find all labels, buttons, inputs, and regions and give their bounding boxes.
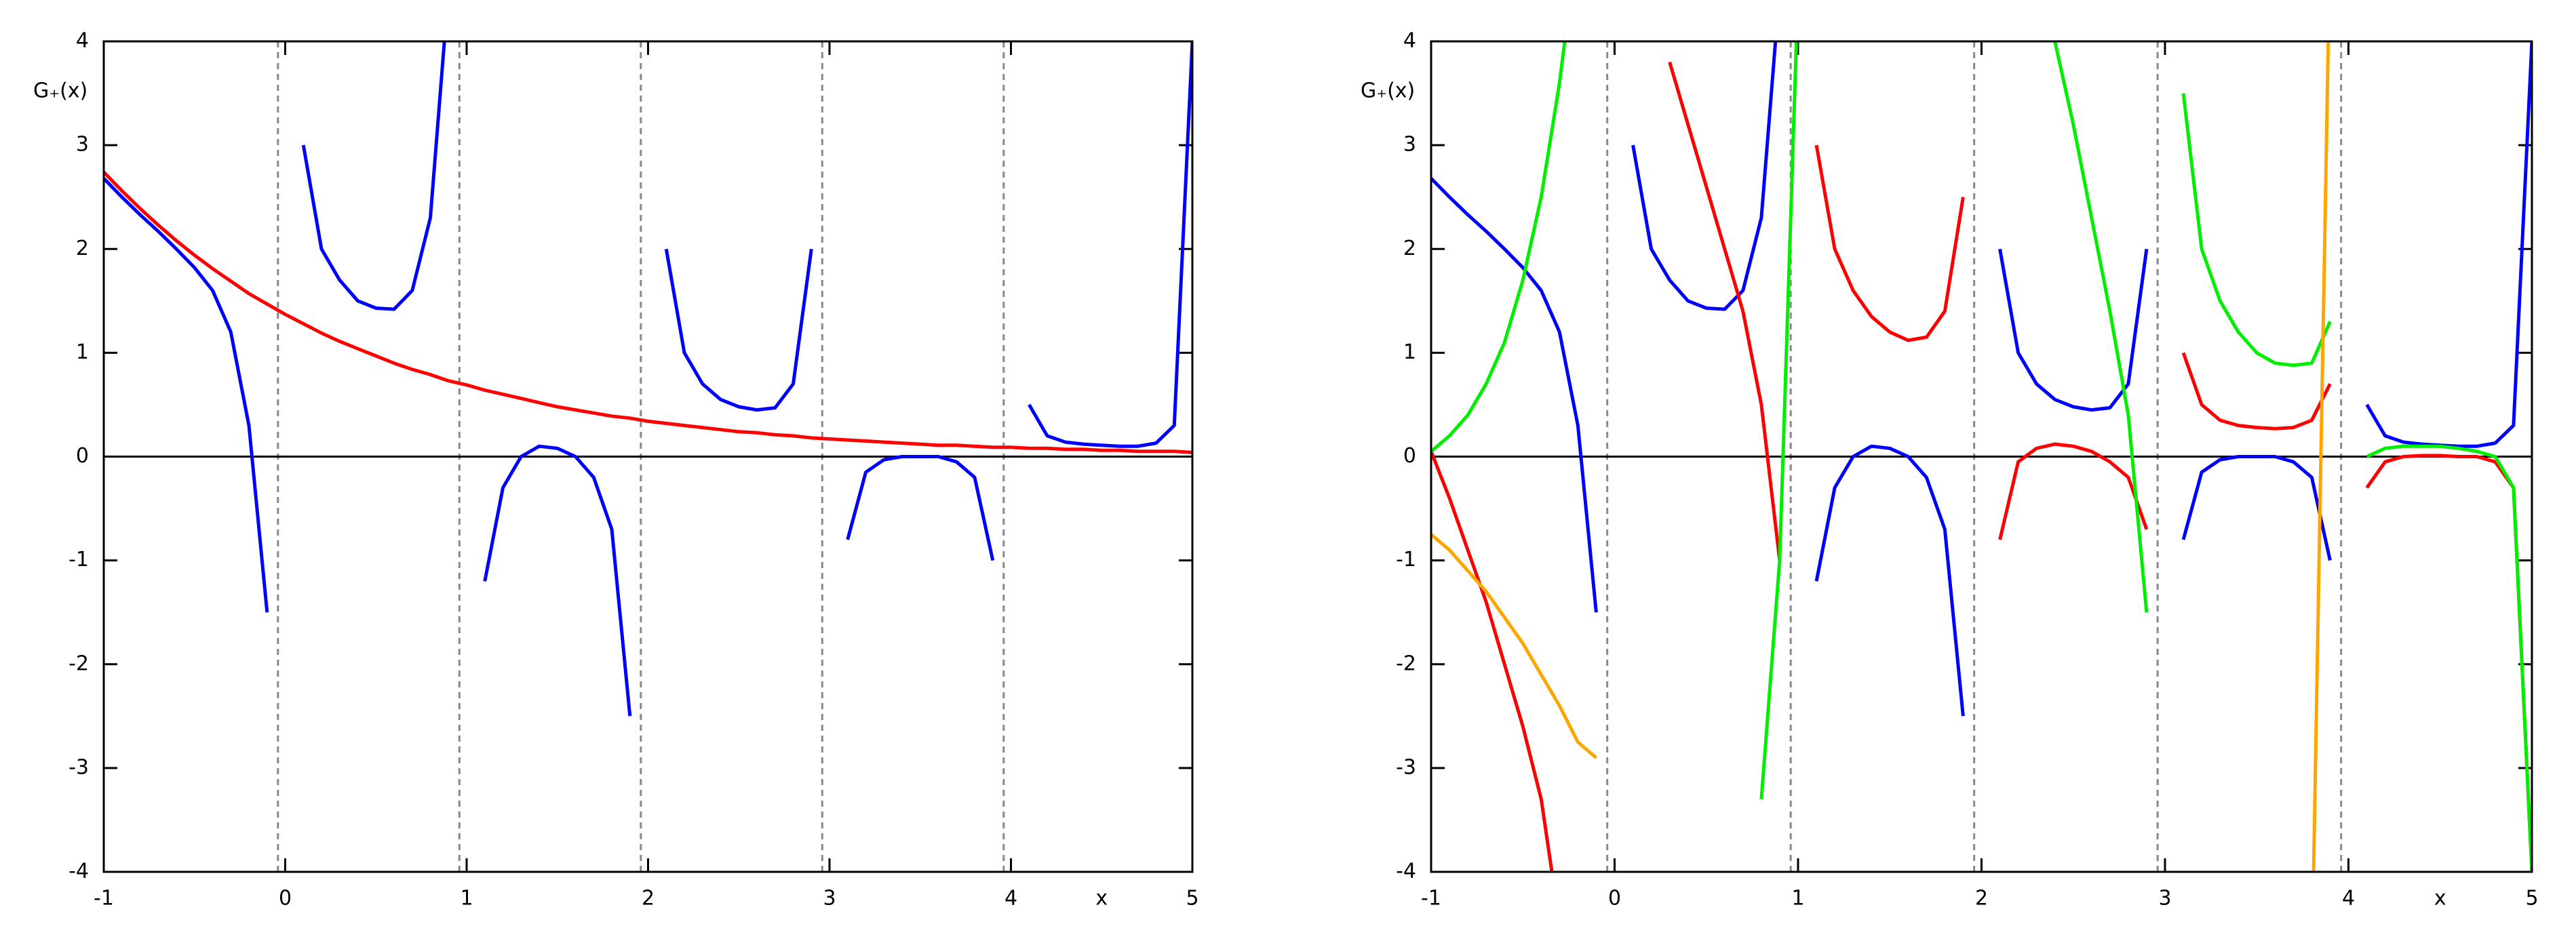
plot-frame <box>1430 40 2533 873</box>
series-line <box>1431 41 2532 717</box>
x-tick-label: 2 <box>1975 887 1988 910</box>
series-line <box>104 171 1192 454</box>
y-tick-label: -2 <box>69 652 89 675</box>
x-tick-label: 1 <box>1791 887 1804 910</box>
series-line <box>1431 41 2330 872</box>
series-line <box>104 41 1192 717</box>
x-axis-label: x <box>2434 887 2446 910</box>
y-tick-label: -3 <box>69 755 89 779</box>
y-tick-label: -4 <box>1396 860 1416 883</box>
x-tick-label: 4 <box>2342 887 2355 910</box>
y-tick-label: -1 <box>1396 548 1416 572</box>
series-line <box>1431 41 2532 872</box>
x-tick-label: 5 <box>2525 887 2538 910</box>
x-tick-label: 3 <box>823 887 836 910</box>
y-tick-label: -4 <box>69 860 89 883</box>
plot-frame <box>102 40 1194 873</box>
y-tick-label: -2 <box>1396 652 1416 675</box>
x-tick-label: 0 <box>1608 887 1621 910</box>
y-tick-label: 2 <box>1403 237 1416 260</box>
y-tick-label: 3 <box>1403 133 1416 157</box>
y-tick-label: 0 <box>1403 444 1416 468</box>
x-tick-label: 2 <box>642 887 655 910</box>
y-tick-label: 1 <box>76 340 89 364</box>
chart: -4 -3 -2 -1 0 1 2 3 4 -1 0 1 2 3 4 5 G₊(x) x <box>33 29 1199 910</box>
y-tick-label: 4 <box>76 29 89 53</box>
series-line <box>1431 61 2532 872</box>
y-axis-label: G₊(x) <box>1361 79 1415 103</box>
chart: -4 -3 -2 -1 0 1 2 3 4 -1 0 1 2 3 4 5 G₊(x) x <box>1361 29 2539 910</box>
x-tick-label: -1 <box>94 887 114 910</box>
x-tick-label: 3 <box>2158 887 2171 910</box>
x-tick-label: -1 <box>1421 887 1441 910</box>
y-tick-label: 4 <box>1403 29 1416 53</box>
x-tick-label: 5 <box>1186 887 1198 910</box>
y-tick-label: 0 <box>76 444 89 468</box>
y-tick-label: -3 <box>1396 755 1416 779</box>
y-tick-label: -1 <box>69 548 89 572</box>
y-tick-label: 2 <box>76 237 89 260</box>
x-tick-label: 0 <box>279 887 292 910</box>
x-axis-label: x <box>1095 887 1108 910</box>
y-tick-label: 3 <box>76 133 89 157</box>
x-tick-label: 1 <box>460 887 473 910</box>
y-tick-label: 1 <box>1403 340 1416 364</box>
y-axis-label: G₊(x) <box>33 79 87 103</box>
x-tick-label: 4 <box>1004 887 1017 910</box>
